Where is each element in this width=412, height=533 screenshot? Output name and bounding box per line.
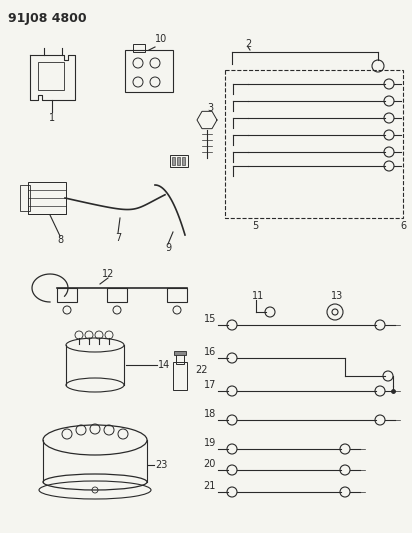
Text: 6: 6 [400,221,406,231]
Bar [174,351,186,355]
Text: 1: 1 [49,113,55,123]
Text: 15: 15 [204,314,216,324]
Text: 19: 19 [204,438,216,448]
Text: 3: 3 [207,103,213,113]
Text: 10: 10 [155,34,167,44]
Bar [176,354,184,364]
Text: 12: 12 [102,269,114,279]
Text: 11: 11 [252,291,264,301]
Bar [177,157,180,165]
Text: 18: 18 [204,409,216,419]
Bar [170,155,188,167]
Text: 21: 21 [204,481,216,491]
Text: 16: 16 [204,347,216,357]
Bar [172,157,175,165]
Bar [173,362,187,390]
Bar [28,182,66,214]
Text: 9: 9 [165,243,171,253]
Text: 17: 17 [204,380,216,390]
Text: 91J08 4800: 91J08 4800 [8,12,87,25]
Text: 23: 23 [155,460,167,470]
Text: 22: 22 [195,365,208,375]
Bar [57,288,77,302]
Text: 20: 20 [204,459,216,469]
Text: 8: 8 [57,235,63,245]
Text: 7: 7 [115,233,121,243]
Bar [107,288,127,302]
Text: 14: 14 [158,360,170,370]
Bar [225,70,403,218]
Text: 5: 5 [252,221,258,231]
Bar [133,44,145,52]
Bar [38,62,64,90]
Text: 13: 13 [331,291,343,301]
Bar [20,185,30,211]
Text: 2: 2 [245,39,251,49]
Bar [182,157,185,165]
Bar [167,288,187,302]
Bar [125,50,173,92]
